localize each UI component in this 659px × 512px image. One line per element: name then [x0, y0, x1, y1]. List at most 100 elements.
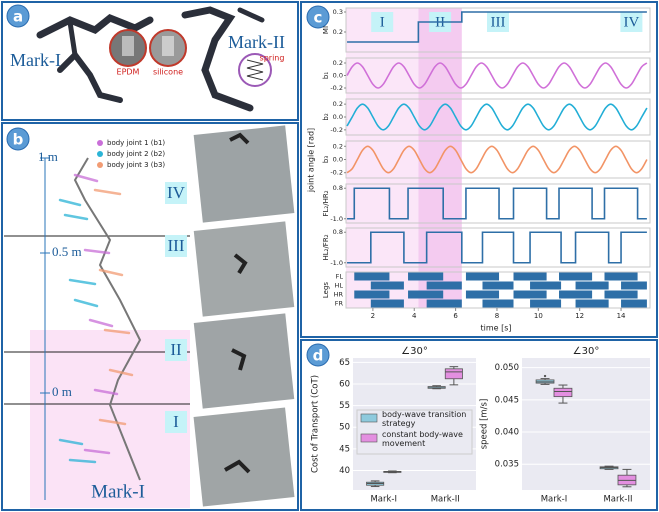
scale-label: 0.5 m	[52, 244, 82, 259]
stance-bar	[530, 282, 561, 290]
leg-label: FL	[336, 273, 344, 281]
panel-label: b	[13, 131, 24, 149]
subplot-label: b₁	[322, 72, 330, 79]
phase-label: III	[168, 236, 185, 255]
stance-bar	[408, 291, 443, 299]
panel-label: c	[314, 9, 323, 27]
scale-label: 1 m	[38, 149, 58, 164]
y-tick-label: 0.0	[333, 156, 343, 164]
x-tick-label: Mark-I	[370, 495, 397, 505]
x-axis-label: time [s]	[480, 324, 511, 333]
stance-bar	[408, 273, 443, 281]
phase-label: I	[380, 14, 385, 30]
legend-label: body joint 3 (b3)	[107, 161, 165, 169]
stance-bar	[371, 282, 404, 290]
stance-bar	[466, 291, 499, 299]
silicone-foot	[162, 36, 174, 56]
subplot-label: b₂	[322, 113, 330, 120]
phase-label: IV	[167, 183, 186, 202]
y-tick-label: 0.0	[333, 72, 343, 80]
stance-bar	[427, 282, 462, 290]
stance-bar	[514, 273, 547, 281]
y-axis-label: speed [m/s]	[480, 399, 490, 450]
stance-bar	[559, 273, 592, 281]
robot-label: Mark-II	[228, 32, 285, 52]
material-label: silicone	[153, 68, 183, 77]
y-tick-label: 0.0	[333, 113, 343, 121]
y-tick-label: 0.045	[495, 395, 519, 405]
legend-label: body joint 1 (b1)	[107, 139, 165, 147]
y-tick-label: 0.3	[333, 8, 343, 16]
x-tick-label: Mark-II	[603, 495, 632, 505]
stance-bar	[427, 300, 462, 308]
material-label: spring	[260, 54, 285, 63]
x-tick-label: 2	[371, 312, 375, 320]
figure: Mark-I Mark-II EPDM silicone spring join…	[0, 0, 659, 512]
chart-title: ∠30°	[401, 346, 428, 357]
subplot-label: b₃	[322, 156, 330, 163]
stance-bar	[482, 282, 513, 290]
plot-background	[522, 358, 650, 490]
box	[554, 388, 572, 396]
subplot-label: MI	[322, 26, 330, 34]
stance-bar	[576, 282, 609, 290]
y-tick-label: -1.0	[330, 259, 343, 267]
phase-label: I	[173, 412, 179, 431]
x-tick-label: 12	[575, 312, 584, 320]
x-tick-label: Mark-I	[541, 495, 568, 505]
epdm-foot	[122, 36, 134, 56]
robot-label: Mark-I	[91, 481, 145, 502]
robot-label: Mark-I	[10, 50, 61, 70]
y-tick-label: 45	[339, 444, 350, 454]
y-tick-label: 60	[339, 379, 350, 389]
subplot-label: Legs	[322, 282, 330, 299]
stance-bar	[371, 300, 404, 308]
x-tick-label: 10	[534, 312, 543, 320]
y-tick-label: -1.0	[330, 215, 343, 223]
y-tick-label: 0.8	[333, 184, 343, 192]
stance-bar	[621, 300, 647, 308]
panel-label: d	[313, 347, 324, 365]
stance-bar	[605, 273, 638, 281]
phase-label: IV	[623, 14, 639, 30]
y-tick-label: 0.8	[333, 228, 343, 236]
legend-swatch	[361, 434, 377, 442]
stance-bar	[482, 300, 513, 308]
legend-marker	[97, 151, 103, 157]
y-tick-label: 0.2	[333, 59, 343, 67]
x-tick-label: 8	[495, 312, 499, 320]
y-tick-label: 65	[339, 358, 350, 368]
x-tick-label: 14	[617, 312, 626, 320]
x-tick-label: 6	[453, 312, 458, 320]
leg-label: FR	[335, 300, 344, 308]
legend-marker	[97, 140, 103, 146]
y-tick-label: 0.2	[333, 142, 343, 150]
legend-marker	[97, 162, 103, 168]
y-tick-label: 40	[339, 466, 350, 476]
stance-bar	[621, 282, 647, 290]
y-tick-label: 55	[339, 401, 350, 411]
phase-label: III	[491, 14, 506, 30]
y-tick-label: 0.2	[333, 100, 343, 108]
y-tick-label: -0.2	[330, 169, 343, 177]
phase-label: II	[170, 340, 182, 359]
stance-bar	[514, 291, 547, 299]
legend-swatch	[361, 414, 377, 422]
material-label: EPDM	[117, 68, 140, 77]
chart-title: ∠30°	[573, 346, 600, 357]
stance-bar	[354, 291, 389, 299]
y-axis-label: Cost of Transport (CoT)	[311, 375, 321, 473]
subplot-label: FL₂/HR₂	[322, 190, 330, 216]
subplot-label: HL₂/FR₂	[322, 234, 330, 260]
y-tick-label: 0.2	[333, 28, 343, 36]
stance-bar	[576, 300, 609, 308]
stance-bar	[559, 291, 592, 299]
stance-bar	[605, 291, 638, 299]
x-tick-label: Mark-II	[431, 495, 460, 505]
y-axis-label: joint angle [rad]	[307, 128, 316, 193]
y-tick-label: -0.2	[330, 126, 343, 134]
leg-label: HL	[334, 282, 343, 290]
legend-label: body joint 2 (b2)	[107, 150, 165, 158]
stance-bar	[466, 273, 499, 281]
panel-label: a	[13, 8, 23, 26]
